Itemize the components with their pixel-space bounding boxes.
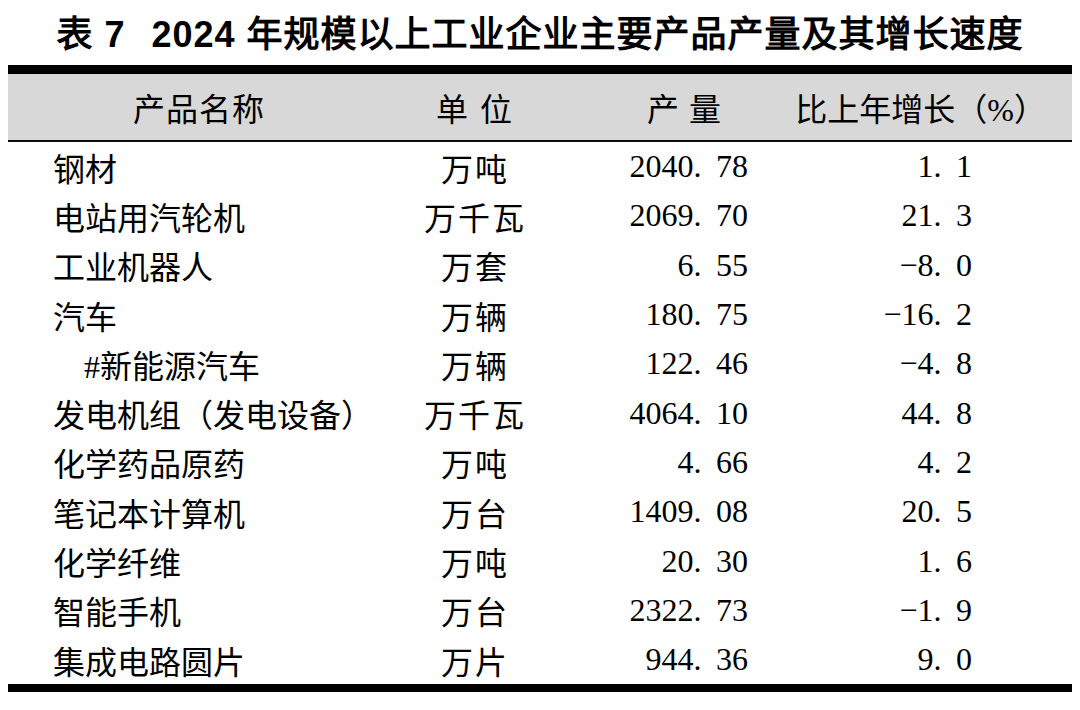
- table-number-label: 表 7: [56, 14, 125, 55]
- column-header-unit: 单 位: [390, 84, 560, 130]
- column-header-output: 产 量: [560, 84, 760, 130]
- product-name: 笔记本计算机: [8, 489, 390, 535]
- product-growth: 1. 6: [760, 543, 1072, 580]
- product-output: 180. 75: [560, 296, 760, 333]
- product-growth: −1. 9: [760, 592, 1072, 629]
- table-row: 化学纤维 万吨 20. 30 1. 6: [8, 536, 1072, 585]
- table-row: 智能手机 万台 2322. 73 −1. 9: [8, 586, 1072, 635]
- product-output: 2322. 73: [560, 592, 760, 629]
- product-unit: 万吨: [390, 538, 560, 584]
- product-name: 钢材: [8, 144, 390, 190]
- product-unit: 万吨: [390, 439, 560, 485]
- product-growth: 21. 3: [760, 197, 1072, 234]
- product-output: 6. 55: [560, 247, 760, 284]
- product-output: 20. 30: [560, 543, 760, 580]
- statistical-report-page: 表 7 2024 年规模以上工业企业主要产品产量及其增长速度 产品名称 单 位 产…: [0, 0, 1080, 710]
- product-growth: −4. 8: [760, 345, 1072, 382]
- product-unit: 万台: [390, 489, 560, 535]
- column-header-product: 产品名称: [8, 84, 390, 130]
- product-unit: 万辆: [390, 341, 560, 387]
- product-name: 化学药品原药: [8, 439, 390, 485]
- product-name: 工业机器人: [8, 242, 390, 288]
- product-unit: 万片: [390, 637, 560, 683]
- product-output: 122. 46: [560, 345, 760, 382]
- column-header-growth: 比上年增长（%）: [760, 84, 1072, 130]
- table-row: 发电机组（发电设备） 万千瓦 4064. 10 44. 8: [8, 388, 1072, 437]
- table-row: 化学药品原药 万吨 4. 66 4. 2: [8, 438, 1072, 487]
- product-growth: 4. 2: [760, 444, 1072, 481]
- table-title: 表 7 2024 年规模以上工业企业主要产品产量及其增长速度: [0, 8, 1080, 62]
- product-name: #新能源汽车: [8, 341, 390, 387]
- product-unit: 万千瓦: [390, 390, 560, 436]
- product-output: 4. 66: [560, 444, 760, 481]
- product-growth: 20. 5: [760, 493, 1072, 530]
- product-unit: 万台: [390, 587, 560, 633]
- products-output-table: 产品名称 单 位 产 量 比上年增长（%） 钢材 万吨 2040. 78 1. …: [8, 65, 1072, 692]
- table-row: 笔记本计算机 万台 1409. 08 20. 5: [8, 487, 1072, 536]
- product-growth: 1. 1: [760, 148, 1072, 185]
- table-row-subitem: #新能源汽车 万辆 122. 46 −4. 8: [8, 339, 1072, 388]
- product-unit: 万吨: [390, 144, 560, 190]
- table-title-text: 2024 年规模以上工业企业主要产品产量及其增长速度: [151, 14, 1023, 55]
- product-growth: 44. 8: [760, 395, 1072, 432]
- table-row: 工业机器人 万套 6. 55 −8. 0: [8, 241, 1072, 290]
- table-row: 钢材 万吨 2040. 78 1. 1: [8, 142, 1072, 191]
- table-row: 电站用汽轮机 万千瓦 2069. 70 21. 3: [8, 191, 1072, 240]
- product-name: 智能手机: [8, 587, 390, 633]
- product-name: 集成电路圆片: [8, 637, 390, 683]
- table-row: 汽车 万辆 180. 75 −16. 2: [8, 290, 1072, 339]
- product-output: 2069. 70: [560, 197, 760, 234]
- product-growth: 9. 0: [760, 641, 1072, 678]
- product-output: 4064. 10: [560, 395, 760, 432]
- product-growth: −8. 0: [760, 247, 1072, 284]
- table-row: 集成电路圆片 万片 944. 36 9. 0: [8, 635, 1072, 684]
- product-output: 944. 36: [560, 641, 760, 678]
- product-name: 汽车: [8, 292, 390, 338]
- product-name: 发电机组（发电设备）: [8, 390, 390, 436]
- product-output: 1409. 08: [560, 493, 760, 530]
- product-name: 电站用汽轮机: [8, 193, 390, 239]
- product-growth: −16. 2: [760, 296, 1072, 333]
- table-header-row: 产品名称 单 位 产 量 比上年增长（%）: [8, 65, 1072, 142]
- product-name: 化学纤维: [8, 538, 390, 584]
- product-unit: 万辆: [390, 292, 560, 338]
- product-unit: 万千瓦: [390, 193, 560, 239]
- product-unit: 万套: [390, 242, 560, 288]
- table-body: 钢材 万吨 2040. 78 1. 1 电站用汽轮机 万千瓦 2069. 70 …: [8, 142, 1072, 692]
- product-output: 2040. 78: [560, 148, 760, 185]
